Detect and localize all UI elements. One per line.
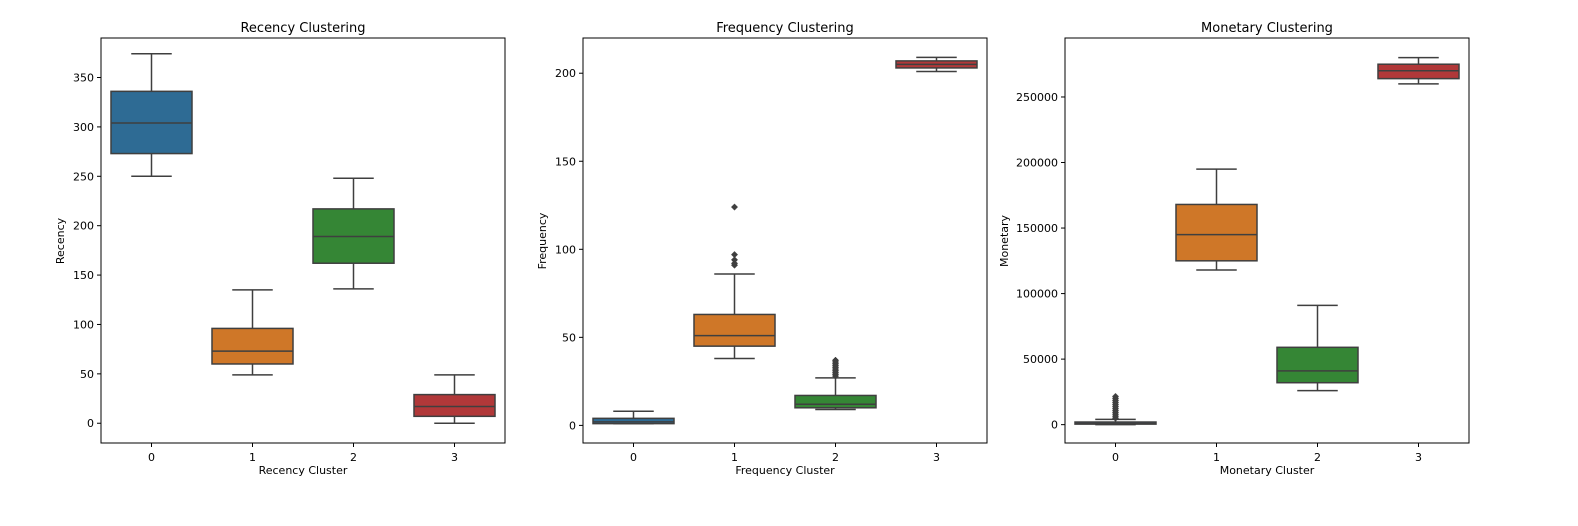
recency-y-tick-label: 250	[73, 170, 94, 183]
recency-x-axis-label: Recency Cluster	[259, 464, 348, 477]
frequency-y-tick-label: 50	[562, 331, 576, 344]
frequency-y-tick-label: 100	[555, 243, 576, 256]
monetary-box-0	[1074, 392, 1157, 426]
recency-y-tick-label: 350	[73, 72, 94, 85]
frequency-y-axis-label: Frequency	[536, 212, 549, 269]
recency-y-tick-label: 150	[73, 269, 94, 282]
frequency-y-tick-label: 150	[555, 155, 576, 168]
monetary-x-tick-label: 0	[1112, 451, 1119, 464]
monetary-y-ticks: 0 50000 100000 150000 200000 250000	[1016, 91, 1065, 432]
recency-box-1	[211, 289, 294, 376]
frequency-y-ticks: 0 50 100 150 200	[555, 67, 583, 432]
frequency-box-0	[592, 410, 675, 425]
monetary-box-3	[1377, 56, 1460, 85]
monetary-x-axis-label: Monetary Cluster	[1220, 464, 1315, 477]
recency-y-axis-label: Recency	[54, 217, 67, 264]
recency-y-tick-label: 200	[73, 220, 94, 233]
recency-y-tick-label: 0	[87, 417, 94, 430]
iqr-box	[413, 393, 496, 418]
iqr-box	[1175, 203, 1258, 262]
monetary-y-tick-label: 150000	[1016, 222, 1058, 235]
monetary-box-1	[1175, 168, 1258, 271]
outlier-point	[730, 203, 739, 211]
monetary-y-tick-label: 250000	[1016, 91, 1058, 104]
monetary-box-2	[1276, 304, 1359, 392]
iqr-box	[1276, 346, 1359, 384]
recency-chart-title: Recency Clustering	[240, 21, 365, 36]
recency-chart: Recency Clustering Recency Recency Clust…	[54, 21, 506, 477]
outlier-point	[730, 256, 739, 264]
recency-box-0	[110, 53, 193, 178]
recency-x-tick-label: 3	[451, 451, 458, 464]
iqr-box	[693, 313, 776, 347]
frequency-y-tick-label: 200	[555, 67, 576, 80]
monetary-chart: Monetary Clustering Monetary Monetary Cl…	[998, 21, 1470, 477]
frequency-x-tick-label: 2	[832, 451, 839, 464]
recency-y-tick-label: 300	[73, 121, 94, 134]
iqr-box	[592, 417, 675, 425]
frequency-box-3	[895, 56, 978, 73]
monetary-y-tick-label: 100000	[1016, 288, 1058, 301]
frequency-box-1	[693, 203, 776, 360]
monetary-y-tick-label: 0	[1051, 419, 1058, 432]
frequency-plot-frame	[582, 37, 988, 444]
recency-x-tick-label: 1	[249, 451, 256, 464]
iqr-box	[794, 394, 877, 409]
monetary-y-tick-label: 50000	[1023, 353, 1058, 366]
iqr-box	[211, 327, 294, 365]
recency-box-2	[312, 177, 395, 290]
recency-x-tick-label: 0	[148, 451, 155, 464]
frequency-chart-title: Frequency Clustering	[716, 21, 854, 36]
frequency-box-2	[794, 356, 877, 411]
outlier-point	[730, 251, 739, 259]
monetary-y-axis-label: Monetary	[998, 214, 1011, 267]
monetary-x-tick-label: 3	[1415, 451, 1422, 464]
monetary-y-tick-label: 200000	[1016, 157, 1058, 170]
recency-x-tick-label: 2	[350, 451, 357, 464]
monetary-chart-title: Monetary Clustering	[1201, 21, 1333, 36]
frequency-x-tick-label: 1	[731, 451, 738, 464]
frequency-x-ticks: 0 1 2 3	[630, 443, 940, 464]
recency-box-3	[413, 374, 496, 424]
frequency-x-axis-label: Frequency Cluster	[735, 464, 835, 477]
monetary-plot-frame	[1064, 37, 1470, 444]
recency-plot-frame	[100, 37, 506, 444]
outlier-point	[1111, 392, 1120, 401]
outlier-point	[831, 356, 840, 364]
frequency-x-tick-label: 3	[933, 451, 940, 464]
frequency-x-tick-label: 0	[630, 451, 637, 464]
recency-boxes	[110, 53, 496, 424]
monetary-x-tick-label: 1	[1213, 451, 1220, 464]
monetary-x-ticks: 0 1 2 3	[1112, 443, 1422, 464]
monetary-boxes	[1074, 56, 1460, 426]
recency-y-tick-label: 100	[73, 318, 94, 331]
recency-y-ticks: 0 50 100 150 200 250 300 350	[73, 72, 101, 430]
frequency-boxes	[592, 56, 978, 425]
frequency-y-tick-label: 0	[569, 419, 576, 432]
recency-x-ticks: 0 1 2 3	[148, 443, 458, 464]
recency-y-tick-label: 50	[80, 368, 94, 381]
frequency-chart: Frequency Clustering Frequency Frequency…	[536, 21, 988, 477]
monetary-x-tick-label: 2	[1314, 451, 1321, 464]
